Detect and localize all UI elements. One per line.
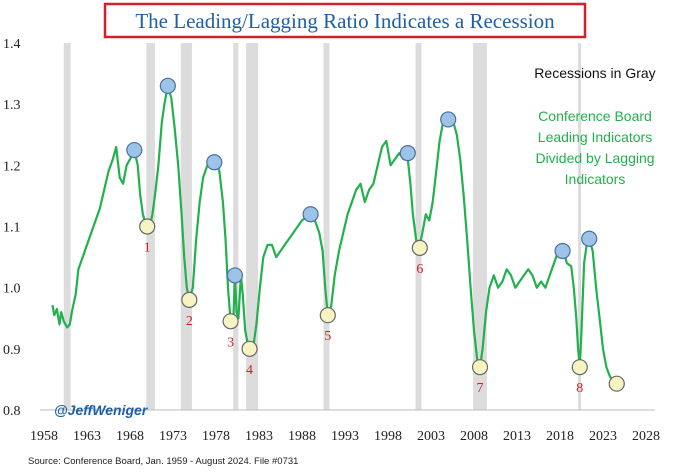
recessions-legend: Recessions in Gray (534, 65, 655, 81)
y-tick-label: 1.3 (3, 98, 21, 113)
recession-number-label: 3 (227, 335, 234, 350)
peak-marker (159, 77, 176, 94)
recession-number-label: 1 (144, 241, 151, 256)
x-tick-label: 2008 (460, 429, 488, 444)
series-line (51, 84, 618, 385)
trough-marker (571, 359, 588, 376)
recession-number-label: 2 (186, 314, 193, 329)
series-legend-line-1: Conference Board (538, 108, 652, 124)
y-tick-label: 1.4 (3, 37, 21, 52)
chart-title: The Leading/Lagging Ratio Indicates a Re… (135, 9, 555, 33)
author-handle: @JeffWeniger (54, 402, 149, 418)
peak-marker (440, 111, 457, 128)
trough-marker (181, 291, 198, 308)
x-tick-label: 1978 (202, 429, 230, 444)
recession-band (233, 43, 239, 410)
x-tick-label: 2013 (503, 429, 531, 444)
series-line-layer (51, 84, 618, 385)
trough-marker (411, 239, 428, 257)
x-axis-ticks: 1958 1963 1968 1973 1978 1983 1988 1993 1998 2003… (30, 429, 660, 444)
trough-marker (139, 218, 156, 235)
peak-marker (399, 145, 416, 162)
recession-number-label: 5 (324, 329, 331, 344)
title-box (103, 2, 587, 39)
recession-number-label: 8 (576, 381, 583, 396)
series-legend-line-2: Leading Indicators (538, 129, 652, 145)
marker-layer: 1 2 34 5 6 7 8 (126, 77, 625, 396)
trough-marker (222, 313, 239, 330)
y-tick-label: 0.9 (3, 343, 21, 358)
series-legend-line-3: Divided by Lagging (535, 150, 654, 166)
peak-marker (226, 267, 244, 284)
x-tick-label: 1993 (331, 429, 359, 444)
x-tick-label: 1998 (374, 429, 402, 444)
recession-band (415, 43, 422, 410)
trough-marker (319, 307, 336, 324)
trough-marker (608, 375, 625, 392)
trough-marker (241, 340, 258, 357)
peak-marker (126, 141, 143, 159)
peak-marker (302, 206, 319, 223)
peak-marker (554, 242, 571, 260)
y-tick-label: 1.1 (3, 221, 21, 236)
series-legend-line-4: Indicators (565, 171, 626, 187)
x-tick-label: 1968 (116, 429, 144, 444)
recession-number-label: 6 (416, 262, 423, 277)
peak-marker (581, 230, 598, 247)
x-tick-label: 1973 (159, 429, 187, 444)
x-tick-label: 1983 (245, 429, 273, 444)
recession-band (246, 43, 259, 410)
recession-band (323, 43, 330, 410)
y-axis-ticks: 0.8 0.9 1.0 1.1 1.2 1.3 1.4 (3, 37, 21, 419)
peak-marker (206, 154, 223, 171)
recession-band (473, 43, 487, 410)
recession-band (180, 43, 192, 410)
recession-band (578, 43, 582, 410)
recession-number-label: 7 (477, 381, 484, 396)
x-tick-label: 2003 (417, 429, 445, 444)
y-tick-label: 1.2 (3, 159, 21, 174)
recession-number-label: 4 (246, 363, 253, 378)
x-tick-label: 2018 (546, 429, 574, 444)
x-tick-label: 1988 (288, 429, 316, 444)
trough-marker (471, 359, 489, 376)
x-tick-label: 1963 (73, 429, 101, 444)
recession-band (63, 43, 71, 410)
source-note: Source: Conference Board, Jan. 1959 - Au… (28, 456, 298, 467)
y-tick-label: 0.8 (3, 404, 21, 419)
x-tick-label: 2028 (632, 429, 660, 444)
x-tick-label: 1958 (30, 429, 58, 444)
x-tick-label: 2023 (589, 429, 617, 444)
y-tick-label: 1.0 (3, 282, 21, 297)
